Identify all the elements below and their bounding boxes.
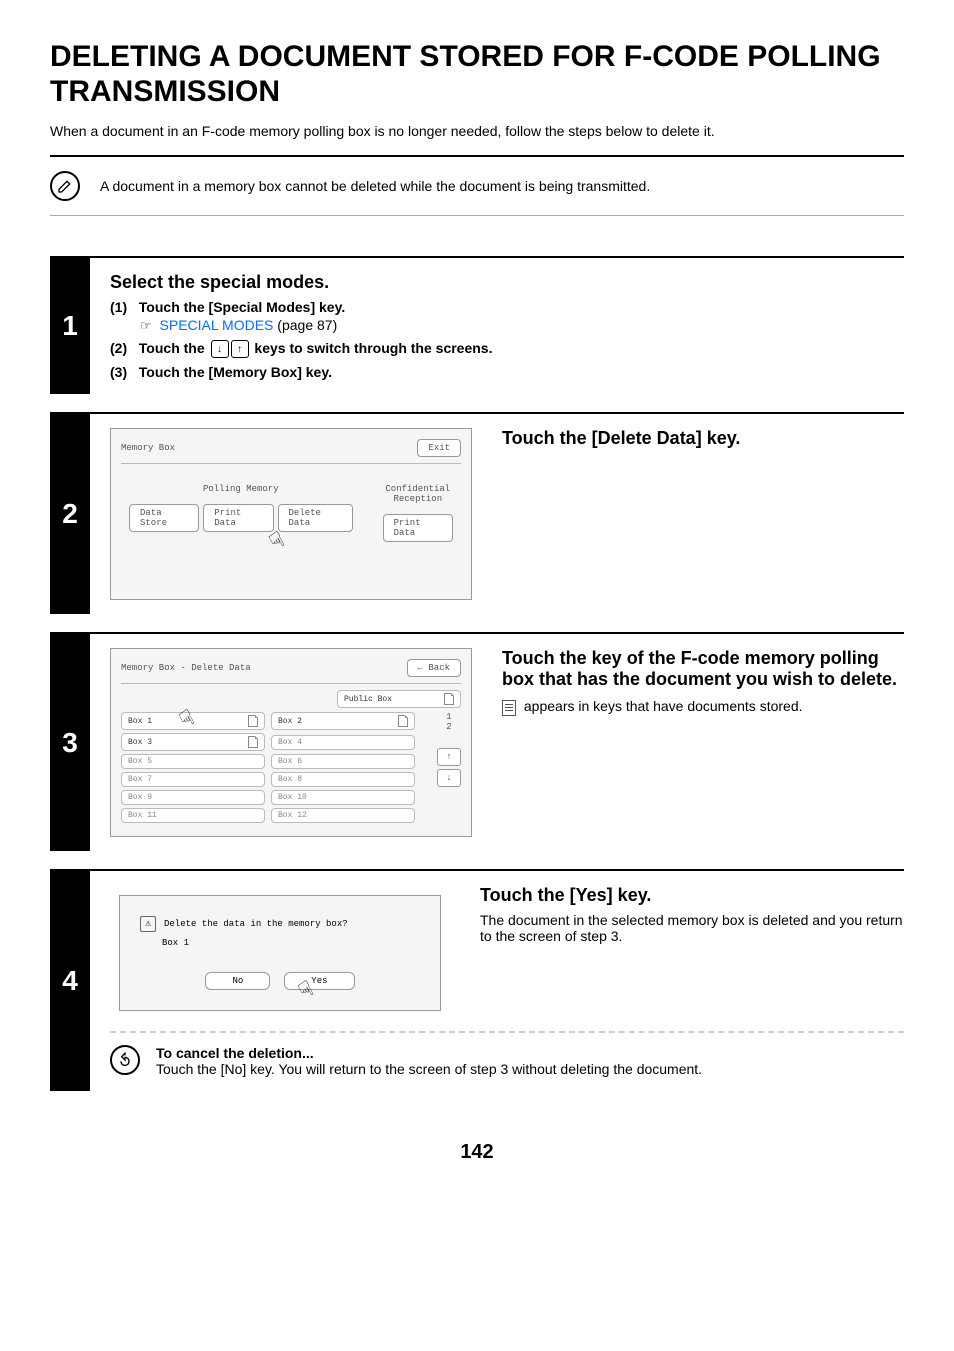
step-2: 2 Memory Box Exit Polling Memory Data St… [50,412,904,614]
note-text: A document in a memory box cannot be del… [100,178,650,194]
step3-desc: appears in keys that have documents stor… [502,698,904,715]
step1-line2-pre: Touch the [139,340,209,356]
box-8-button[interactable]: Box 8 [271,772,415,787]
exit-button[interactable]: Exit [417,439,461,457]
back-button[interactable]: ← Back [407,659,461,677]
undo-icon [110,1045,140,1075]
document-icon [248,736,258,748]
no-button[interactable]: No [205,972,270,990]
step-number: 3 [50,634,90,851]
page-title: DELETING A DOCUMENT STORED FOR F-CODE PO… [50,40,904,109]
box-11-button[interactable]: Box 11 [121,808,265,823]
step-number: 1 [50,258,90,394]
step4-desc: The document in the selected memory box … [480,912,904,944]
cancel-section: To cancel the deletion... Touch the [No]… [110,1031,904,1077]
step4-heading: Touch the [Yes] key. [480,885,904,906]
panel-title: Memory Box - Delete Data [121,663,251,673]
step-1: 1 Select the special modes. (1) Touch th… [50,256,904,394]
link-suffix: (page 87) [273,317,337,333]
step1-line2-label: (2) [110,340,127,356]
confidential-label: Confidential Reception [385,484,450,504]
box-5-button[interactable]: Box 5 [121,754,265,769]
delete-data-button[interactable]: Delete Data [278,504,353,532]
step2-heading: Touch the [Delete Data] key. [502,428,904,449]
box-4-button[interactable]: Box 4 [271,735,415,750]
document-icon [248,715,258,727]
document-icon [398,715,408,727]
box-7-button[interactable]: Box 7 [121,772,265,787]
step-number: 4 [50,871,90,1091]
warning-icon: ⚠ [140,916,156,932]
pencil-note-icon [50,171,80,201]
confirm-delete-dialog: ⚠ Delete the data in the memory box? Box… [119,895,441,1011]
box-12-button[interactable]: Box 12 [271,808,415,823]
box-10-button[interactable]: Box 10 [271,790,415,805]
box-1-button[interactable]: Box 1 [121,712,265,730]
scroll-down-button[interactable]: ↓ [437,769,461,787]
step-number: 2 [50,414,90,614]
arrow-keys-icon: ↓↑ [211,340,249,358]
document-icon [444,693,454,705]
box-2-button[interactable]: Box 2 [271,712,415,730]
step1-heading: Select the special modes. [110,272,904,293]
cancel-title: To cancel the deletion... [156,1045,702,1061]
document-icon [502,700,516,716]
data-store-button[interactable]: Data Store [129,504,199,532]
dialog-box-label: Box 1 [162,938,420,948]
box-9-button[interactable]: Box 9 [121,790,265,805]
step1-line1-text: Touch the [Special Modes] key. [139,299,345,315]
delete-data-panel: Memory Box - Delete Data ← Back Public B… [110,648,472,837]
box-6-button[interactable]: Box 6 [271,754,415,769]
intro-text: When a document in an F-code memory poll… [50,123,904,139]
box-3-button[interactable]: Box 3 [121,733,265,751]
dialog-message: Delete the data in the memory box? [164,919,348,929]
special-modes-link[interactable]: SPECIAL MODES [160,317,274,333]
step3-heading: Touch the key of the F-code memory polli… [502,648,904,690]
step1-line2-post: keys to switch through the screens. [254,340,492,356]
step1-line1-label: (1) [110,299,127,315]
print-data-button-2[interactable]: Print Data [383,514,453,542]
cancel-text: Touch the [No] key. You will return to t… [156,1061,702,1077]
polling-memory-label: Polling Memory [203,484,279,494]
step1-line3-label: (3) [110,364,127,380]
pointer-icon: ☞ [140,318,152,333]
public-box-button[interactable]: Public Box [337,690,461,708]
note-box: A document in a memory box cannot be del… [50,155,904,216]
step-4: 4 ⚠ Delete the data in the memory box? B… [50,869,904,1091]
memory-box-panel: Memory Box Exit Polling Memory Data Stor… [110,428,472,600]
step1-line3-text: Touch the [Memory Box] key. [139,364,332,380]
yes-button[interactable]: Yes [284,972,354,990]
page-number: 142 [50,1141,904,1164]
scroll-up-button[interactable]: ↑ [437,748,461,766]
panel-title: Memory Box [121,443,175,453]
print-data-button[interactable]: Print Data [203,504,273,532]
step-3: 3 Memory Box - Delete Data ← Back Public… [50,632,904,851]
